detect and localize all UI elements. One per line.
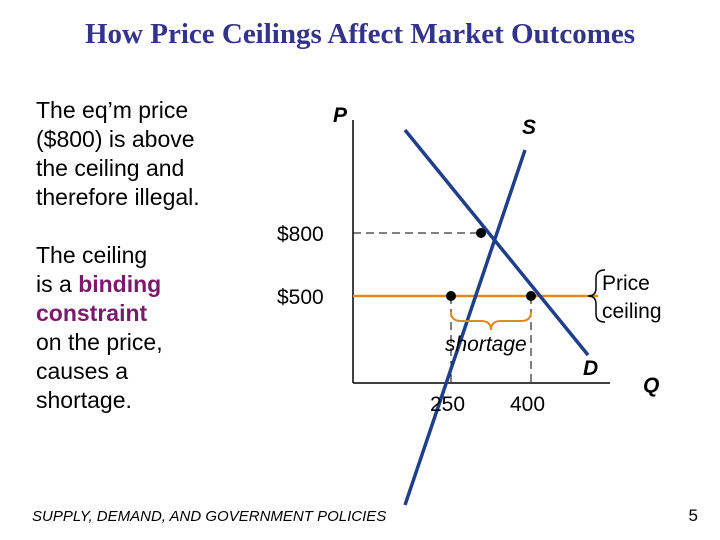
price-ceiling-label: Price bbox=[602, 272, 650, 295]
quantity-supplied-label: 250 bbox=[430, 393, 465, 416]
binding-highlight: binding bbox=[78, 271, 162, 297]
text-line: The eq’m price bbox=[36, 97, 189, 123]
q-axis-label: Q bbox=[643, 374, 659, 397]
quantity-supplied-point bbox=[446, 291, 456, 301]
text-line: causes a bbox=[36, 358, 129, 384]
slide-title: How Price Ceilings Affect Market Outcome… bbox=[84, 18, 636, 50]
demand-label: D bbox=[583, 357, 598, 380]
text-line: the ceiling and bbox=[36, 155, 185, 181]
constraint-highlight: constraint bbox=[36, 300, 148, 326]
text-line: is a binding bbox=[36, 270, 163, 299]
shortage-brace bbox=[450, 311, 532, 331]
explanation-paragraph-1: The eq’m price ($800) is above the ceili… bbox=[36, 96, 200, 212]
text-line: ($800) is above bbox=[36, 126, 195, 152]
text-line: therefore illegal. bbox=[36, 184, 200, 210]
price-ceiling-label: ceiling bbox=[602, 300, 662, 323]
price-ceiling-brace bbox=[587, 269, 606, 323]
text-fragment: is a bbox=[36, 271, 79, 297]
equilibrium-price-label: $800 bbox=[277, 223, 324, 246]
quantity-demanded-point bbox=[526, 291, 536, 301]
text-line: shortage. bbox=[36, 387, 132, 413]
equilibrium-point bbox=[476, 228, 486, 238]
explanation-paragraph-2: The ceiling is a binding constraint on t… bbox=[36, 241, 163, 415]
page-number: 5 bbox=[688, 506, 698, 525]
text-line: The ceiling bbox=[36, 242, 148, 268]
supply-curve bbox=[403, 149, 527, 506]
p-axis-label: P bbox=[333, 104, 348, 127]
shortage-label: shortage bbox=[445, 333, 527, 356]
text-line: on the price, bbox=[36, 329, 163, 355]
slide-footer: SUPPLY, DEMAND, AND GOVERNMENT POLICIES bbox=[32, 508, 387, 525]
demand-curve bbox=[403, 128, 590, 357]
quantity-demanded-label: 400 bbox=[510, 393, 545, 416]
supply-label: S bbox=[522, 116, 536, 139]
ceiling-price-label: $500 bbox=[277, 286, 324, 309]
